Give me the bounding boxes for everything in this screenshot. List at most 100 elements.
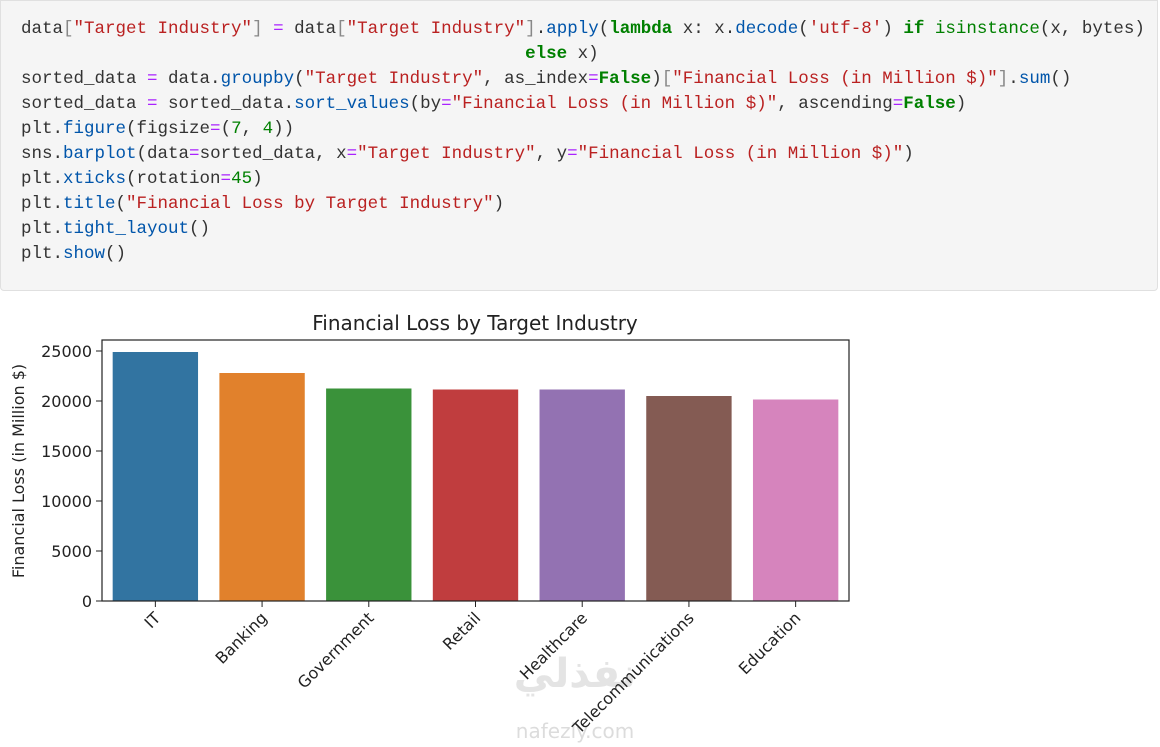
code-token: False — [903, 94, 956, 114]
code-token: "Target Industry" — [73, 19, 253, 39]
code-token: () — [105, 244, 127, 264]
code-token — [21, 44, 525, 64]
code-token: [ — [336, 19, 347, 39]
code-token: plt. — [21, 219, 64, 239]
code-token: ( — [115, 194, 127, 214]
code-token: x) — [567, 44, 599, 64]
bar — [326, 388, 412, 601]
code-token: sort_values — [294, 94, 410, 114]
code-token: sns. — [21, 144, 64, 164]
y-tick-label: 20000 — [41, 392, 92, 411]
code-token: (x, bytes) — [1039, 19, 1145, 39]
code-token: = — [273, 19, 284, 39]
plot-frame — [101, 339, 850, 602]
code-token: "Target Industry" — [357, 144, 536, 164]
code-token: = — [220, 169, 232, 189]
code-token: ) — [882, 19, 904, 39]
code-token: xticks — [63, 169, 127, 189]
code-token: [ — [661, 69, 673, 89]
code-token: ) — [252, 169, 263, 189]
code-token: (data — [136, 144, 190, 164]
code-token: , — [241, 119, 263, 139]
code-token: = — [588, 69, 599, 89]
code-token: ) — [651, 69, 662, 89]
code-token: 45 — [231, 169, 253, 189]
y-axis-label: Financial Loss (in Million $) — [9, 364, 28, 578]
code-token: = — [189, 144, 200, 164]
code-token — [924, 19, 935, 39]
chart: Financial Loss by Target Industry Financ… — [9, 311, 850, 743]
code-token: barplot — [63, 144, 137, 164]
code-line: plt.title("Financial Loss by Target Indu… — [21, 192, 1145, 217]
code-token: (figsize — [126, 119, 211, 139]
code-token: decode — [735, 19, 799, 39]
code-token: show — [63, 244, 106, 264]
code-token: plt. — [21, 169, 64, 189]
code-token: tight_layout — [63, 219, 190, 239]
bar — [539, 389, 625, 601]
code-token: = — [567, 144, 578, 164]
code-token: "Financial Loss (in Million $)" — [672, 69, 998, 89]
chart-title: Financial Loss by Target Industry — [312, 311, 638, 335]
code-token: ) — [903, 144, 914, 164]
code-line: else x) — [21, 42, 1145, 67]
code-token: apply — [546, 19, 599, 39]
code-token: groupby — [220, 69, 295, 89]
code-token: (rotation — [126, 169, 221, 189]
x-tick-label: IT — [140, 608, 164, 632]
code-token: plt. — [21, 119, 64, 139]
code-token: if — [903, 19, 925, 39]
y-tick-label: 15000 — [41, 442, 92, 461]
code-token: ) — [955, 94, 967, 114]
code-token: plt. — [21, 244, 64, 264]
code-token: title — [63, 194, 116, 214]
code-line: plt.xticks(rotation=45) — [21, 167, 1145, 192]
code-token: "Financial Loss (in Million $)" — [577, 144, 904, 164]
code-token: , y — [535, 144, 568, 164]
code-token: = — [346, 144, 358, 164]
code-token: sorted_data. — [157, 94, 295, 114]
code-token: "Financial Loss (in Million $)" — [451, 94, 778, 114]
bar — [219, 373, 305, 601]
code-line: sorted_data = sorted_data.sort_values(by… — [21, 92, 1145, 117]
code-token: (by — [409, 94, 442, 114]
code-token: ] — [252, 19, 263, 39]
code-token: ( — [798, 19, 809, 39]
code-token: isinstance — [934, 19, 1040, 39]
code-token: () — [1050, 69, 1072, 89]
code-line: plt.figure(figsize=(7, 4)) — [21, 117, 1145, 142]
code-token: "Target Industry" — [304, 69, 484, 89]
code-token: ] — [997, 69, 1009, 89]
code-line: plt.tight_layout() — [21, 217, 1145, 242]
x-tick-label: Retail — [439, 608, 484, 653]
code-token: ] — [525, 19, 536, 39]
bar — [432, 389, 519, 601]
code-block: data["Target Industry"] = data["Target I… — [21, 17, 1145, 267]
code-line: sorted_data = data.groupby("Target Indus… — [21, 67, 1145, 92]
code-token: . — [1008, 69, 1019, 89]
code-token: "Target Industry" — [346, 19, 526, 39]
code-token: . — [535, 19, 547, 39]
code-token: 7 — [231, 119, 242, 139]
watermark: نفذلي — [514, 651, 636, 697]
code-token: = — [147, 69, 158, 89]
code-token: sorted_data, x — [199, 144, 347, 164]
code-token: ( — [220, 119, 232, 139]
code-cell: data["Target Industry"] = data["Target I… — [0, 0, 1158, 291]
code-token: "Financial Loss by Target Industry" — [126, 194, 494, 214]
code-line: sns.barplot(data=sorted_data, x="Target … — [21, 142, 1145, 167]
code-token: sorted_data — [21, 69, 148, 89]
code-token: else — [525, 44, 568, 64]
code-token: 'utf-8' — [808, 19, 883, 39]
code-token: , as_index — [483, 69, 589, 89]
bar — [752, 399, 839, 601]
code-token: = — [892, 94, 904, 114]
code-token: ) — [493, 194, 505, 214]
code-token — [263, 19, 274, 39]
y-tick-label: 25000 — [41, 342, 92, 361]
code-token: = — [441, 94, 452, 114]
code-token: data — [283, 19, 337, 39]
code-token: figure — [63, 119, 127, 139]
code-token: [ — [63, 19, 74, 39]
